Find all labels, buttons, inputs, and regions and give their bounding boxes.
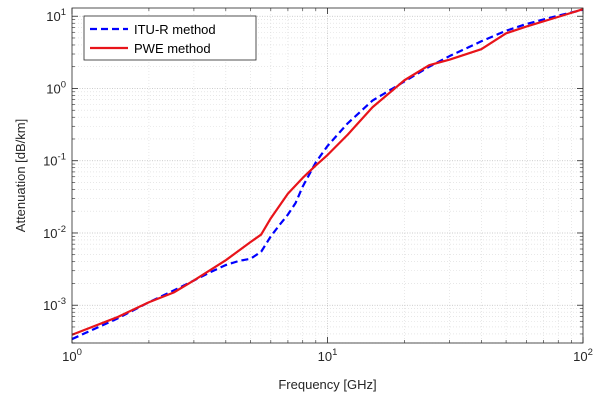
y-tick-label: 10-3 [43, 296, 66, 313]
legend-label-pwe: PWE method [134, 41, 211, 56]
y-tick-label: 10-1 [43, 152, 66, 169]
y-tick-label: 101 [46, 7, 66, 24]
y-tick-label: 100 [46, 79, 66, 96]
legend-box [83, 15, 257, 61]
series-layer [72, 8, 583, 341]
x-tick-label: 101 [318, 347, 338, 364]
series-line-pwe [72, 8, 583, 336]
legend: ITU-R method PWE method [83, 15, 257, 61]
x-tick-label: 100 [62, 347, 82, 364]
legend-label-itu: ITU-R method [134, 22, 216, 37]
x-tick-label: 102 [573, 347, 593, 364]
x-axis-label: Frequency [GHz] [278, 377, 376, 392]
y-axis-label: Attenuation [dB/km] [13, 119, 28, 232]
y-tick-label: 10-2 [43, 224, 66, 241]
series-line-itu [72, 8, 583, 341]
tick-marks [71, 8, 584, 344]
tick-labels: 100 101 102 10-3 10-2 10-1 100 101 [43, 7, 593, 364]
